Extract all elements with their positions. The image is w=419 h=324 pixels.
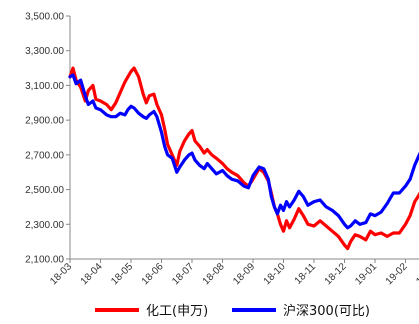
- y-tick-label: 2,300.00: [25, 220, 64, 231]
- x-tick-label: 18-08: [201, 261, 227, 287]
- x-tick-label: 19-01: [353, 261, 379, 287]
- legend: 化工(申万) 沪深300(可比): [95, 303, 370, 319]
- x-tick-label: 18-10: [262, 261, 288, 287]
- series-line-0: [68, 66, 419, 251]
- y-tick-label: 3,100.00: [25, 81, 64, 92]
- x-tick-label: 18-05: [109, 261, 135, 287]
- x-tick-label: 18-07: [170, 261, 196, 287]
- x-tick-label: 18-11: [293, 261, 319, 287]
- y-tick-label: 2,100.00: [25, 255, 64, 266]
- x-tick-label: 18-04: [79, 261, 105, 287]
- y-tick-label: 2,500.00: [25, 185, 64, 196]
- series-lines: [68, 66, 419, 251]
- y-tick-label: 3,300.00: [25, 46, 64, 57]
- legend-label-0: 化工(申万): [146, 304, 208, 319]
- x-tick-label: 18-06: [140, 261, 166, 287]
- x-tick-label: 19-03: [414, 261, 419, 287]
- y-tick-label: 2,700.00: [25, 150, 64, 161]
- x-tick-label: 18-09: [231, 261, 257, 287]
- x-tick-label: 19-02: [384, 261, 410, 287]
- series-line-1: [68, 73, 419, 230]
- y-tick-label: 3,500.00: [25, 12, 64, 23]
- x-tick-label: 18-12: [323, 261, 349, 287]
- y-tick-label: 2,900.00: [25, 116, 64, 127]
- axes: 3,500.00 3,300.00 3,100.00 2,900.00 2,700.00…: [25, 12, 419, 287]
- legend-label-1: 沪深300(可比): [283, 303, 370, 319]
